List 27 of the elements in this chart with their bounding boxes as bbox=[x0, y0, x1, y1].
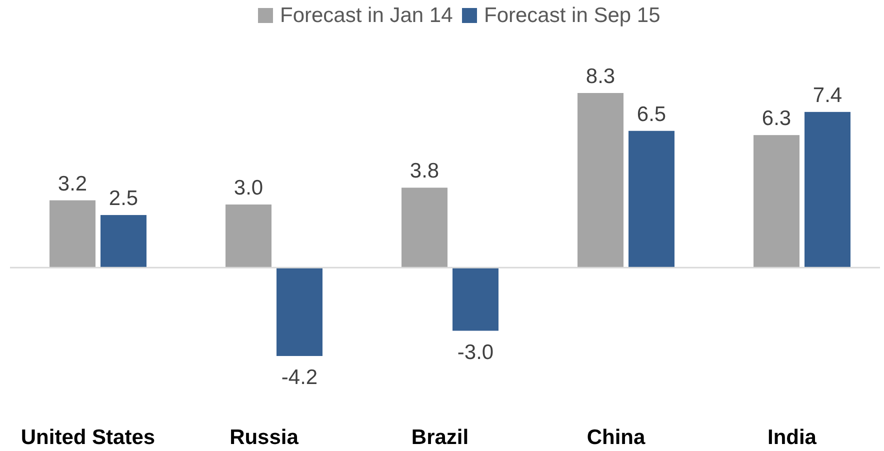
legend-label: Forecast in Jan 14 bbox=[280, 4, 454, 27]
bar bbox=[50, 200, 96, 268]
data-label: 3.8 bbox=[410, 160, 440, 183]
bar bbox=[754, 135, 800, 268]
bar bbox=[402, 188, 448, 268]
data-label: -4.2 bbox=[281, 366, 318, 389]
x-tick-label: India bbox=[767, 426, 817, 449]
data-label: -3.0 bbox=[457, 340, 494, 364]
bar bbox=[452, 268, 498, 331]
data-label: 3.2 bbox=[58, 172, 88, 196]
bar bbox=[628, 130, 674, 268]
bar bbox=[226, 204, 272, 268]
data-label: 6.5 bbox=[636, 102, 666, 126]
bar bbox=[276, 268, 322, 356]
data-label: 3.0 bbox=[234, 176, 264, 200]
data-label: 8.3 bbox=[586, 65, 616, 88]
bar bbox=[100, 215, 146, 268]
x-tick-label: Brazil bbox=[411, 426, 469, 449]
legend-label: Forecast in Sep 15 bbox=[484, 4, 660, 27]
data-label: 2.5 bbox=[108, 187, 138, 210]
x-tick-label: United States bbox=[20, 426, 156, 449]
x-tick-label: China bbox=[586, 426, 646, 449]
bar bbox=[804, 112, 850, 268]
data-label: 6.3 bbox=[762, 107, 792, 130]
x-tick-label: Russia bbox=[230, 426, 299, 449]
data-label: 7.4 bbox=[812, 84, 842, 107]
bar bbox=[578, 93, 624, 268]
